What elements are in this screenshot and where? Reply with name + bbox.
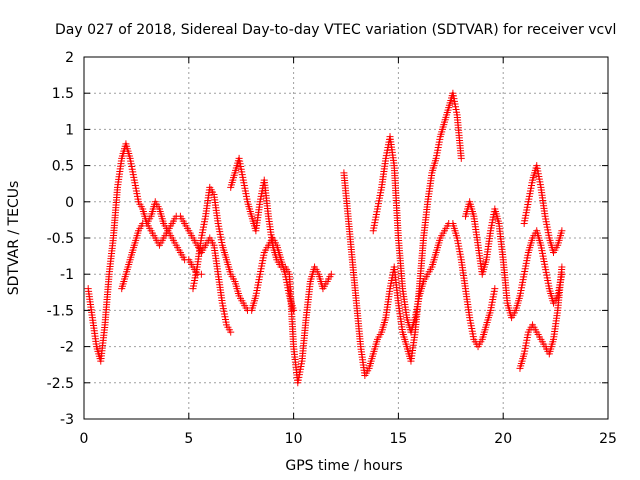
series-track (516, 263, 566, 372)
y-tick-label: 2 (65, 50, 74, 66)
grid-lines (84, 57, 608, 419)
x-tick-label: 10 (285, 431, 303, 447)
y-tick-label: -1 (60, 267, 74, 283)
y-tick-label: 1.5 (52, 86, 74, 102)
axis-ticks (83, 56, 609, 420)
y-tick-label: -2.5 (47, 376, 74, 392)
x-tick-label: 20 (494, 431, 512, 447)
y-tick-label: 0 (65, 195, 74, 211)
y-tick-label: 0.5 (52, 159, 74, 175)
series-track (461, 198, 566, 322)
x-axis-label: GPS time / hours (285, 458, 402, 474)
data-point (197, 270, 205, 278)
series-track (84, 140, 205, 365)
data-point (491, 285, 499, 293)
chart-title: Day 027 of 2018, Sidereal Day-to-day VTE… (55, 22, 616, 38)
series-track (369, 133, 499, 351)
x-tick-label: 5 (184, 431, 193, 447)
data-point (558, 227, 566, 235)
y-axis-label: SDTVAR / TECUs (6, 181, 22, 296)
series-track (340, 89, 465, 380)
series-track (227, 154, 335, 387)
y-tick-label: -1.5 (47, 303, 74, 319)
tick-labels: 0 5 10 15 20 25 -3 -2.5 -2 -1.5 -1 -0.5 0 0.5 1 1.5 2 (47, 50, 617, 447)
y-tick-label: -2 (60, 340, 74, 356)
series-track (118, 212, 235, 336)
data-point (327, 270, 335, 278)
series-track (520, 162, 566, 256)
data-point (558, 263, 566, 271)
x-tick-label: 15 (389, 431, 407, 447)
y-tick-label: 1 (65, 122, 74, 138)
data-point (457, 154, 465, 162)
x-tick-label: 25 (599, 431, 617, 447)
y-tick-label: -3 (60, 412, 74, 428)
x-tick-label: 0 (80, 431, 89, 447)
data-point (227, 328, 235, 336)
series-track (189, 183, 298, 314)
data-points (84, 89, 566, 387)
y-tick-label: -0.5 (47, 231, 74, 247)
